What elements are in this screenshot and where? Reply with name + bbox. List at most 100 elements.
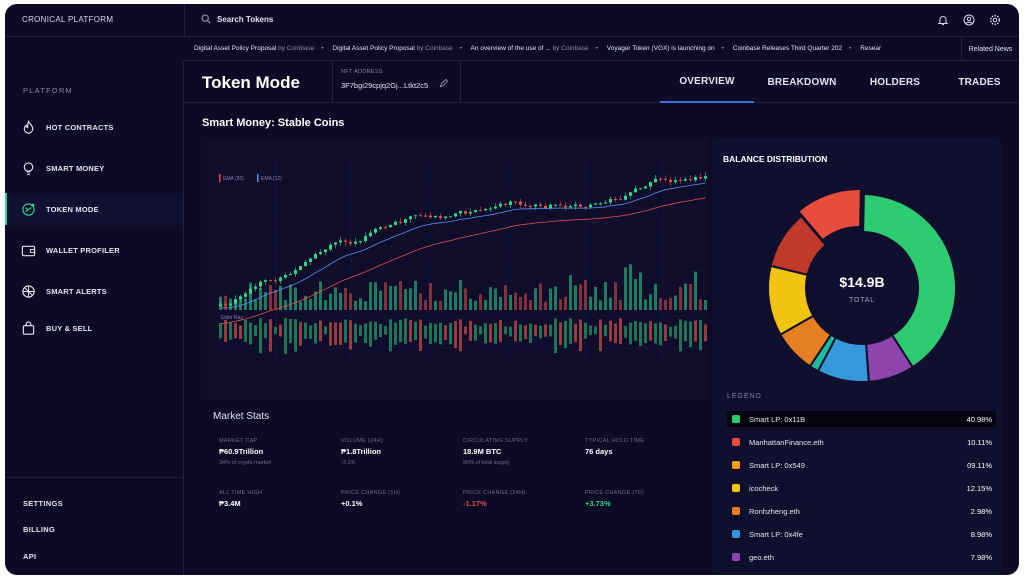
news-item[interactable]: Coinbase Releases Third Quarter 202 [732,45,843,52]
tab-overview[interactable]: OVERVIEW [660,61,754,103]
elder-bar [574,323,577,330]
legend-item[interactable]: ManhattanFinance.eth 10.11% [727,434,996,450]
sidebar-item-buy-sell[interactable]: BUY & SELL [5,312,183,344]
sidebar-item-wallet-profiler[interactable]: WALLET PROFILER [5,234,183,266]
volume-bar [279,285,282,310]
news-item[interactable]: Resear [860,45,882,52]
candle [454,213,457,217]
elder-ray-bars [219,318,707,354]
candle [459,210,462,214]
elder-bar [539,325,542,330]
balance-distribution-panel: BALANCE DISTRIBUTION $14.9B TOTAL LEGEND… [712,138,1001,575]
bell-icon[interactable] [937,14,949,26]
candle [524,204,527,206]
ema-26-line [220,197,706,324]
sidebar-billing-link[interactable]: BILLING [23,525,56,534]
volume-bar [434,300,437,310]
search-bar[interactable]: Search Tokens [201,14,273,24]
volume-bar [594,286,597,310]
tab-holders[interactable]: HOLDERS [869,76,921,88]
sidebar-item-token-mode[interactable]: TOKEN MODE [5,193,183,225]
related-news-button[interactable]: Related News [961,37,1019,61]
elder-bar [659,330,662,346]
search-label: Search Tokens [217,14,274,24]
candle [584,206,587,208]
legend-item[interactable]: Ronhzheng.eth 2.98% [727,503,996,519]
candle [544,205,547,209]
volume-bar [489,287,492,310]
elder-bar [424,325,427,330]
elder-bar [704,324,707,330]
elder-bar [584,322,587,330]
news-item[interactable]: An overview of the use of ... by Coinbas… [470,45,589,52]
volume-bar [509,294,512,310]
sidebar-item-smart-alerts[interactable]: SMART ALERTS [5,275,183,307]
elder-bar [609,330,612,342]
candle [329,244,332,250]
donut-chart[interactable] [752,178,972,398]
legend-swatch [732,415,740,423]
news-item[interactable]: Digital Asset Policy Proposal by Coinbas… [194,45,315,52]
legend-item[interactable]: Smart LP: 0x11B 40.98% [727,411,996,427]
elder-bar [239,330,242,340]
elder-bar [614,330,617,344]
elder-bar [459,330,462,352]
volume-bar [529,299,532,310]
price-chart[interactable]: EMA (26) EMA (12) Elder Ray [201,138,707,400]
legend-item[interactable]: icocheck 12.15% [727,480,996,496]
elder-bar [489,330,492,343]
brand-logo: CRONICAL PLATFORM [22,15,114,24]
donut-slice[interactable] [862,192,957,369]
volume-bar [644,299,647,310]
elder-bar [269,319,272,330]
elder-bar [309,330,312,339]
elder-bar [614,323,617,330]
elder-bar [694,330,697,342]
tab-breakdown[interactable]: BREAKDOWN [767,76,837,88]
elder-bar [354,330,357,343]
elder-bar [534,324,537,330]
elder-bar [489,323,492,330]
tab-trades[interactable]: TRADES [958,76,1001,88]
candle [564,205,567,208]
sidebar-api-link[interactable]: API [23,552,37,561]
news-item[interactable]: Digital Asset Policy Proposal by Coinbas… [332,45,453,52]
sidebar-item-smart-money[interactable]: SMART MONEY [5,152,183,184]
legend-item[interactable]: Smart LP: 0x4fe 8.98% [727,526,996,542]
legend-item[interactable]: Smart LP: 0x549 09.11% [727,457,996,473]
volume-bar [269,285,272,310]
candle [424,215,427,217]
donut-slice[interactable] [796,188,862,242]
elder-bar [564,330,567,349]
elder-bar [584,330,587,339]
elder-bar [289,318,292,330]
volume-bar [549,288,552,310]
volume-bar [689,283,692,310]
legend-item[interactable]: geo.eth 7.98% [727,549,996,565]
elder-bar [504,330,507,335]
elder-bar [679,319,682,330]
elder-bar [294,319,297,330]
volume-bar [534,288,537,310]
volume-bar [539,283,542,310]
edit-icon[interactable] [439,79,448,88]
news-item[interactable]: Voyager Token (VGX) is launching on [606,45,715,52]
candle [699,177,702,179]
legend-swatch [732,553,740,561]
user-icon[interactable] [963,14,975,26]
volume-bar [669,297,672,310]
gear-icon[interactable] [989,14,1001,26]
candle [269,280,272,282]
sidebar-settings-link[interactable]: SETTINGS [23,499,63,508]
elder-bar [219,330,222,339]
sidebar-item-hot-contracts[interactable]: HOT CONTRACTS [5,111,183,143]
candle [559,204,562,206]
volume-bar [254,299,257,310]
elder-bar [419,319,422,330]
elder-bar [434,323,437,330]
elder-bar [479,330,482,335]
elder-bar [599,330,602,352]
elder-bar [529,330,532,343]
elder-bar [244,320,247,330]
elder-bar [624,326,627,330]
